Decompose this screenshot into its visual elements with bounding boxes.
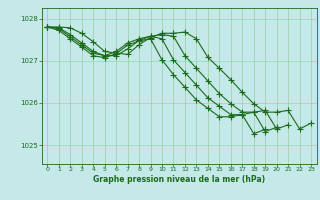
- X-axis label: Graphe pression niveau de la mer (hPa): Graphe pression niveau de la mer (hPa): [93, 175, 265, 184]
